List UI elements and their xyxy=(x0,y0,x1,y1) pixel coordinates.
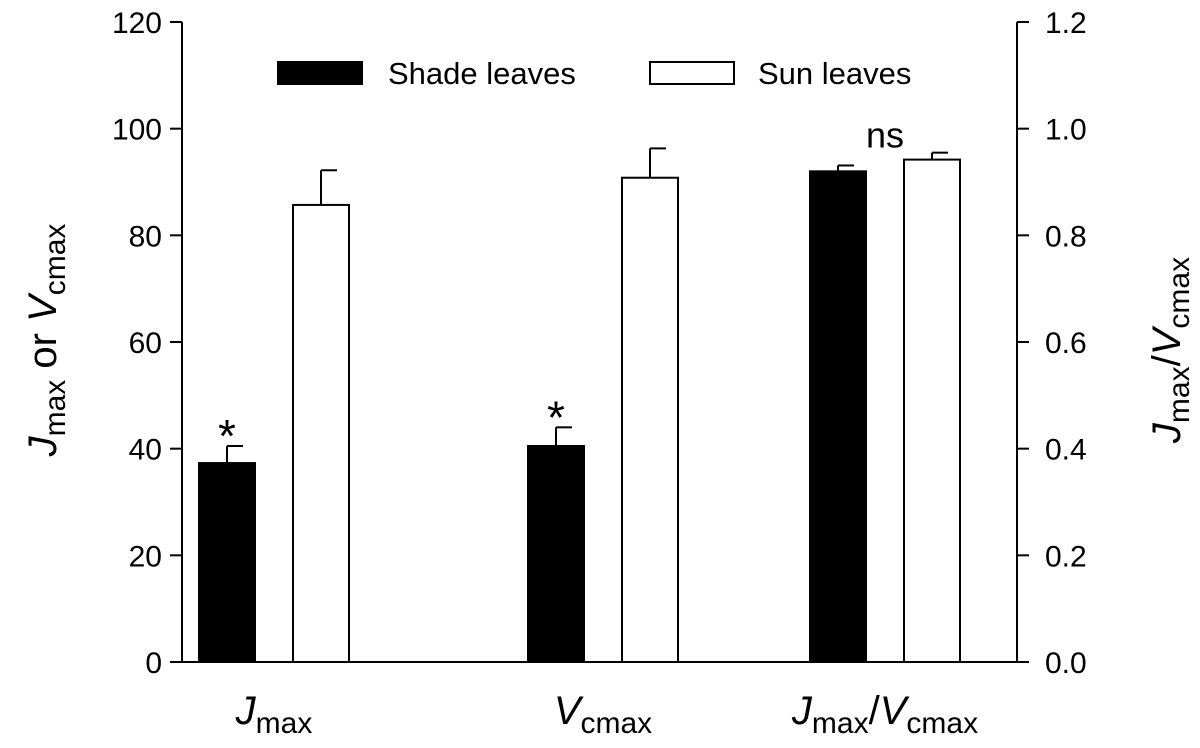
y-tick-label-right: 1.2 xyxy=(1045,7,1087,40)
category-label: Vcmax xyxy=(554,689,652,740)
y-tick-label-left: 60 xyxy=(129,327,162,360)
bar-shade-0 xyxy=(198,462,256,664)
bar-sun-2 xyxy=(903,158,961,663)
category-label: Jmax xyxy=(235,689,313,740)
y-tick-label-left: 40 xyxy=(129,434,162,467)
y-tick-label-left: 0 xyxy=(145,647,162,680)
y-axis-title-right: Jmax/Vcmax xyxy=(1145,257,1196,444)
legend-swatch-shade xyxy=(277,61,363,85)
y-tick-label-left: 80 xyxy=(129,220,162,253)
legend-swatch-sun xyxy=(649,61,735,85)
y-tick-label-right: 0.2 xyxy=(1045,540,1087,573)
y-tick-label-left: 100 xyxy=(112,114,162,147)
significance-marker: * xyxy=(218,410,236,462)
y-tick-label-left: 20 xyxy=(129,540,162,573)
y-tick-label-right: 0.0 xyxy=(1045,647,1087,680)
bar-shade-2 xyxy=(809,170,867,663)
legend-label-sun: Sun leaves xyxy=(758,56,911,91)
significance-marker: * xyxy=(547,391,565,443)
y-tick-label-left: 120 xyxy=(112,7,162,40)
y-tick-label-right: 1.0 xyxy=(1045,114,1087,147)
significance-marker: ns xyxy=(866,114,904,155)
y-tick-label-right: 0.4 xyxy=(1045,434,1087,467)
y-tick-label-right: 0.8 xyxy=(1045,220,1087,253)
bar-sun-1 xyxy=(621,176,679,663)
y-tick-label-right: 0.6 xyxy=(1045,327,1087,360)
bar-shade-1 xyxy=(527,445,585,663)
bar-sun-0 xyxy=(292,203,350,664)
category-label: Jmax/Vcmax xyxy=(791,689,978,740)
y-axis-title-left: Jmax or Vcmax xyxy=(21,224,72,458)
legend-label-shade: Shade leaves xyxy=(388,56,576,91)
